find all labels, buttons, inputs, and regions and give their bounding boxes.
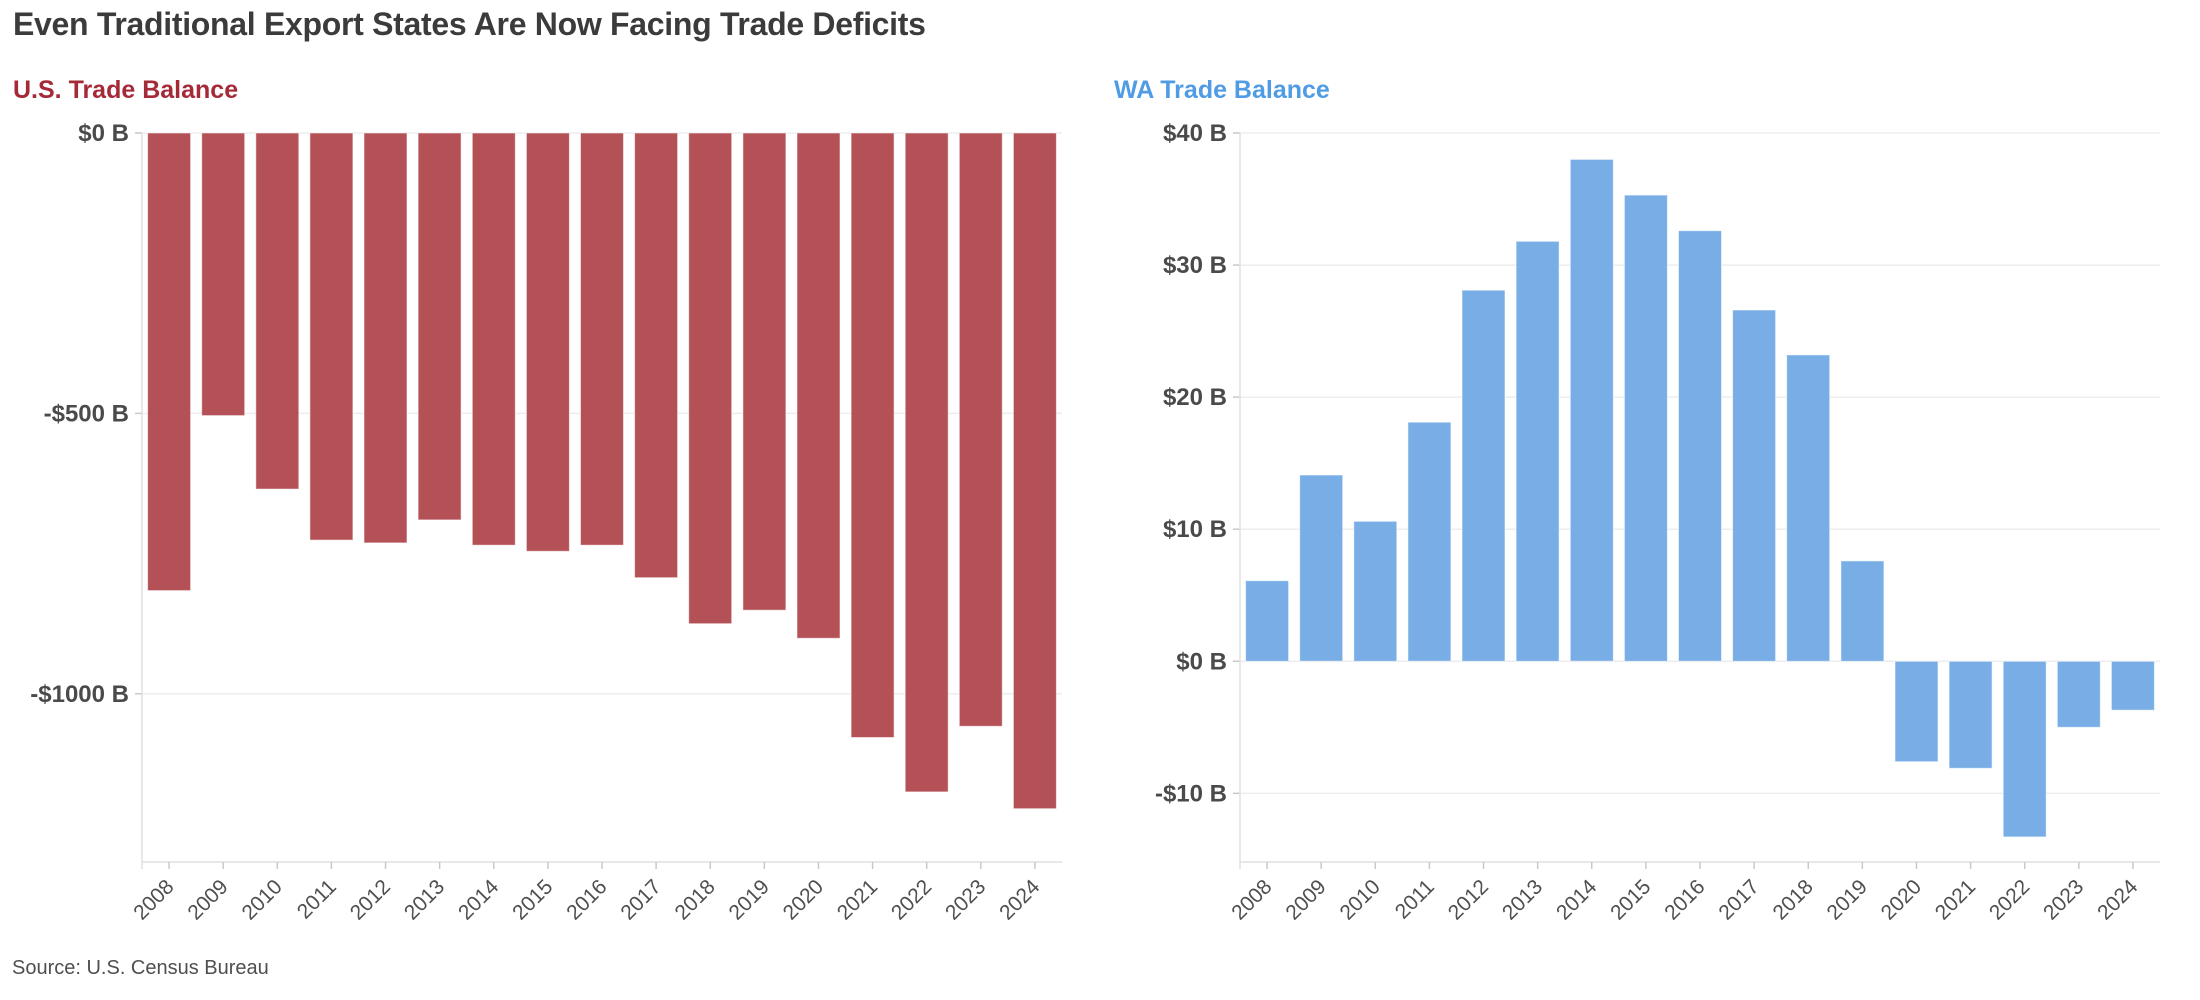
bar-2024 bbox=[1012, 132, 1057, 810]
x-axis-label-2024: 2024 bbox=[995, 875, 1045, 925]
bar-2015 bbox=[1623, 194, 1668, 662]
bar-2020 bbox=[1894, 660, 1939, 763]
bar-2018 bbox=[688, 132, 733, 625]
bar-2013 bbox=[1515, 240, 1560, 662]
y-axis-label: $0 B bbox=[1176, 648, 1227, 675]
x-axis-label-2011: 2011 bbox=[293, 875, 341, 923]
y-axis-label: -$500 B bbox=[44, 400, 129, 427]
bar-2011 bbox=[1407, 421, 1452, 662]
bar-2009 bbox=[1299, 474, 1344, 662]
x-axis-label-2022: 2022 bbox=[887, 875, 936, 924]
x-axis-label-2020: 2020 bbox=[1877, 875, 1926, 924]
bar-2018 bbox=[1786, 354, 1831, 662]
x-axis-label-2014: 2014 bbox=[1552, 875, 1602, 925]
y-axis-label: -$1000 B bbox=[30, 681, 129, 708]
x-axis-label-2023: 2023 bbox=[2039, 875, 2088, 924]
x-axis-label-2013: 2013 bbox=[400, 875, 449, 924]
x-axis-label-2018: 2018 bbox=[1768, 875, 1817, 924]
bar-2020 bbox=[796, 132, 841, 639]
bar-2014 bbox=[1569, 158, 1614, 662]
y-axis-label: $10 B bbox=[1163, 516, 1227, 543]
x-axis-label-2020: 2020 bbox=[779, 875, 828, 924]
x-axis-label-2015: 2015 bbox=[1606, 875, 1655, 924]
wa-chart-subtitle: WA Trade Balance bbox=[1114, 76, 1330, 104]
x-axis-label-2021: 2021 bbox=[833, 875, 882, 924]
bar-2021 bbox=[850, 132, 895, 738]
x-axis-label-2024: 2024 bbox=[2093, 875, 2143, 925]
x-axis-label-2017: 2017 bbox=[616, 875, 665, 924]
bar-2019 bbox=[1840, 560, 1885, 662]
y-axis-label: -$10 B bbox=[1155, 780, 1227, 807]
bar-2013 bbox=[417, 132, 462, 521]
x-axis-label-2015: 2015 bbox=[508, 875, 557, 924]
x-axis-label-2016: 2016 bbox=[562, 875, 611, 924]
x-axis-label-2008: 2008 bbox=[129, 875, 178, 924]
x-axis-label-2009: 2009 bbox=[1281, 875, 1330, 924]
x-axis-label-2010: 2010 bbox=[238, 875, 287, 924]
bar-2015 bbox=[525, 132, 570, 552]
bar-2022 bbox=[904, 132, 949, 793]
bar-2023 bbox=[958, 132, 1003, 727]
x-axis-label-2017: 2017 bbox=[1714, 875, 1763, 924]
bar-2016 bbox=[580, 132, 624, 546]
bar-2019 bbox=[742, 132, 787, 611]
x-axis-label-2010: 2010 bbox=[1336, 875, 1385, 924]
bar-2023 bbox=[2056, 660, 2101, 728]
x-axis-label-2019: 2019 bbox=[725, 875, 774, 924]
x-axis-label-2019: 2019 bbox=[1823, 875, 1872, 924]
bar-2012 bbox=[1461, 289, 1506, 662]
bar-2008 bbox=[147, 132, 192, 592]
source-note: Source: U.S. Census Bureau bbox=[12, 957, 269, 979]
us-chart-subtitle: U.S. Trade Balance bbox=[13, 76, 239, 104]
x-axis-label-2022: 2022 bbox=[1985, 875, 2034, 924]
bar-2012 bbox=[363, 132, 408, 544]
y-axis-label: $0 B bbox=[78, 120, 129, 147]
bar-2010 bbox=[1353, 520, 1398, 662]
y-axis-label: $40 B bbox=[1163, 120, 1227, 147]
x-axis-label-2021: 2021 bbox=[1931, 875, 1980, 924]
bar-2009 bbox=[201, 132, 246, 417]
x-axis-label-2013: 2013 bbox=[1498, 875, 1547, 924]
y-axis-label: $30 B bbox=[1163, 252, 1227, 279]
x-axis-label-2009: 2009 bbox=[183, 875, 232, 924]
bar-2024 bbox=[2110, 660, 2155, 711]
bar-2014 bbox=[471, 132, 516, 546]
x-axis-label-2008: 2008 bbox=[1227, 875, 1276, 924]
x-axis-label-2011: 2011 bbox=[1391, 875, 1439, 923]
x-axis-label-2012: 2012 bbox=[346, 875, 395, 924]
page-title: Even Traditional Export States Are Now F… bbox=[13, 6, 926, 42]
x-axis-label-2016: 2016 bbox=[1660, 875, 1709, 924]
x-axis-label-2018: 2018 bbox=[670, 875, 719, 924]
bar-2021 bbox=[1948, 660, 1993, 769]
x-axis-label-2012: 2012 bbox=[1444, 875, 1493, 924]
bar-2011 bbox=[309, 132, 354, 541]
y-axis-label: $20 B bbox=[1163, 384, 1227, 411]
bar-2017 bbox=[634, 132, 679, 579]
x-axis-label-2023: 2023 bbox=[941, 875, 990, 924]
bar-2022 bbox=[2002, 660, 2047, 838]
x-axis-label-2014: 2014 bbox=[454, 875, 504, 925]
bar-2010 bbox=[255, 132, 300, 490]
bar-2016 bbox=[1678, 230, 1722, 662]
bar-2008 bbox=[1245, 580, 1290, 662]
bar-2017 bbox=[1732, 309, 1777, 662]
